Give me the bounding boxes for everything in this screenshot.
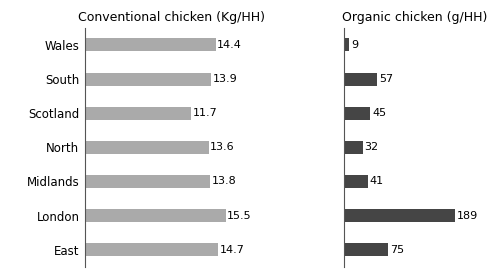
Text: 13.8: 13.8 [212, 177, 236, 187]
Text: 189: 189 [457, 211, 478, 221]
Bar [85, 175, 210, 188]
Bar [85, 38, 216, 51]
Title: Conventional chicken (Kg/HH): Conventional chicken (Kg/HH) [78, 11, 265, 24]
Bar [85, 243, 218, 256]
Bar [344, 175, 368, 188]
Bar [85, 209, 226, 222]
Bar [85, 141, 208, 154]
Text: 13.9: 13.9 [212, 74, 238, 84]
Text: 14.4: 14.4 [217, 40, 242, 50]
Bar [344, 209, 455, 222]
Title: Organic chicken (g/HH): Organic chicken (g/HH) [342, 11, 487, 24]
Bar [85, 107, 192, 120]
Text: 11.7: 11.7 [192, 108, 218, 118]
Text: 75: 75 [390, 245, 404, 255]
Text: 13.6: 13.6 [210, 142, 234, 152]
Bar [344, 38, 349, 51]
Bar [344, 107, 370, 120]
Bar [85, 73, 211, 86]
Bar [344, 141, 362, 154]
Text: 45: 45 [372, 108, 386, 118]
Bar [344, 243, 388, 256]
Text: 57: 57 [379, 74, 393, 84]
Text: 9: 9 [351, 40, 358, 50]
Text: 15.5: 15.5 [227, 211, 252, 221]
Bar [344, 73, 378, 86]
Text: 41: 41 [370, 177, 384, 187]
Text: 32: 32 [364, 142, 378, 152]
Text: 14.7: 14.7 [220, 245, 244, 255]
